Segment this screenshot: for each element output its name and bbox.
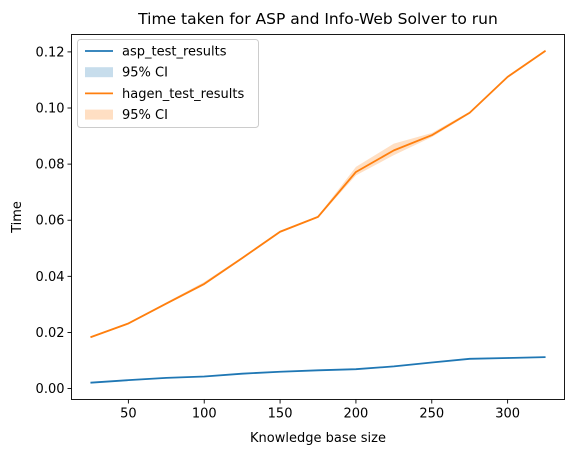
legend-label: asp_test_results — [122, 45, 227, 60]
legend-label: 95% CI — [122, 108, 168, 123]
plot-area — [90, 49, 547, 384]
x-tick-label: 200 — [344, 407, 369, 422]
y-tick-label: 0.02 — [36, 326, 65, 341]
legend-band-swatch — [85, 109, 113, 120]
x-axis-label: Knowledge base size — [250, 431, 386, 446]
y-tick-label: 0.00 — [36, 382, 65, 397]
y-tick-label: 0.08 — [36, 158, 65, 173]
series-line-asp_test_results — [90, 356, 546, 384]
y-axis: 0.00 0.02 0.04 0.06 0.08 0.10 0.12 — [36, 45, 72, 397]
chart-title: Time taken for ASP and Info-Web Solver t… — [137, 10, 498, 28]
legend-label: 95% CI — [122, 66, 168, 81]
legend: asp_test_results 95% CI hagen_test_results… — [77, 39, 259, 128]
x-tick-label: 100 — [192, 407, 217, 422]
x-axis: 50 100 150 200 250 300 — [120, 399, 520, 422]
y-tick-label: 0.12 — [36, 45, 65, 60]
x-tick-label: 250 — [419, 407, 444, 422]
series-line-hagen_test_results — [90, 50, 547, 339]
legend-label: hagen_test_results — [122, 87, 244, 102]
axes-frame — [71, 34, 565, 400]
y-axis-label: Time — [10, 201, 25, 234]
y-tick-label: 0.10 — [36, 102, 65, 117]
legend-box — [77, 39, 259, 128]
x-tick-label: 300 — [495, 407, 520, 422]
y-tick-label: 0.04 — [36, 270, 65, 285]
y-tick-label: 0.06 — [36, 214, 65, 229]
x-tick-label: 50 — [120, 407, 137, 422]
x-tick-label: 150 — [268, 407, 293, 422]
legend-band-swatch — [85, 67, 113, 78]
